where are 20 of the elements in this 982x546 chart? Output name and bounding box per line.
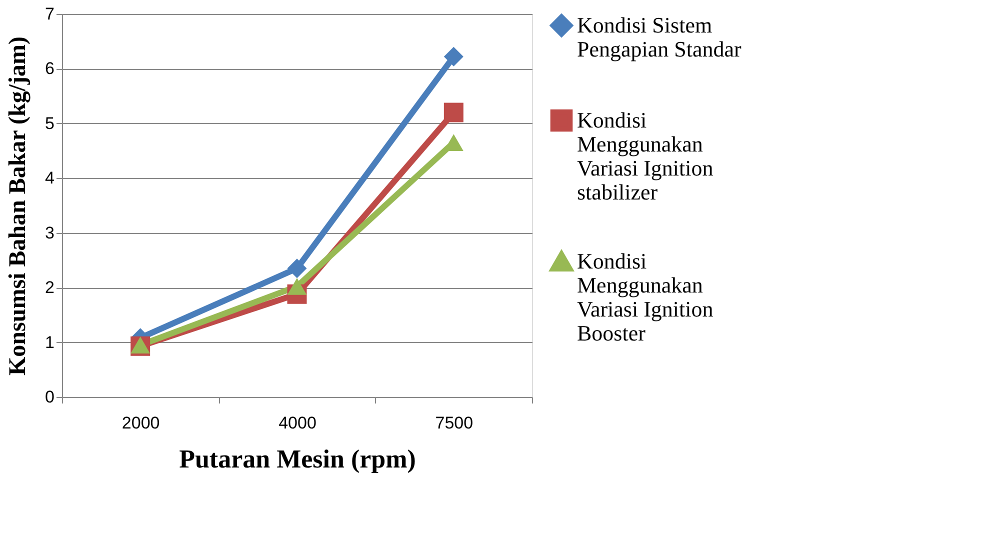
y-tick-label: 4 [45,168,54,188]
x-tick-label: 4000 [278,414,316,432]
y-tick-label: 7 [45,4,54,24]
y-tick-label: 6 [45,59,54,78]
x-axis-title: Putaran Mesin (rpm) [179,444,416,474]
y-tick-label: 1 [45,332,54,352]
point [287,258,307,278]
x-tick-label: 7500 [435,414,474,432]
x-tick-label: 2000 [122,414,160,432]
point [287,278,307,295]
point [444,102,464,122]
legend-label: Kondisi Sistem Pengapian Standar [577,12,742,62]
y-tick-label: 3 [45,223,54,242]
point [444,46,464,66]
y-tick-label: 2 [45,278,54,298]
y-tick-label: 0 [45,388,54,406]
legend-label: Kondisi Menggunakan Variasi Ignition Booster [577,248,714,346]
legend-label: Kondisi Menggunakan Variasi Ignition stabilizer [577,108,714,204]
y-axis-title: Konsumsi Bahan Bakar (kg/jam) [5,36,32,376]
y-tick-label: 5 [45,114,54,133]
